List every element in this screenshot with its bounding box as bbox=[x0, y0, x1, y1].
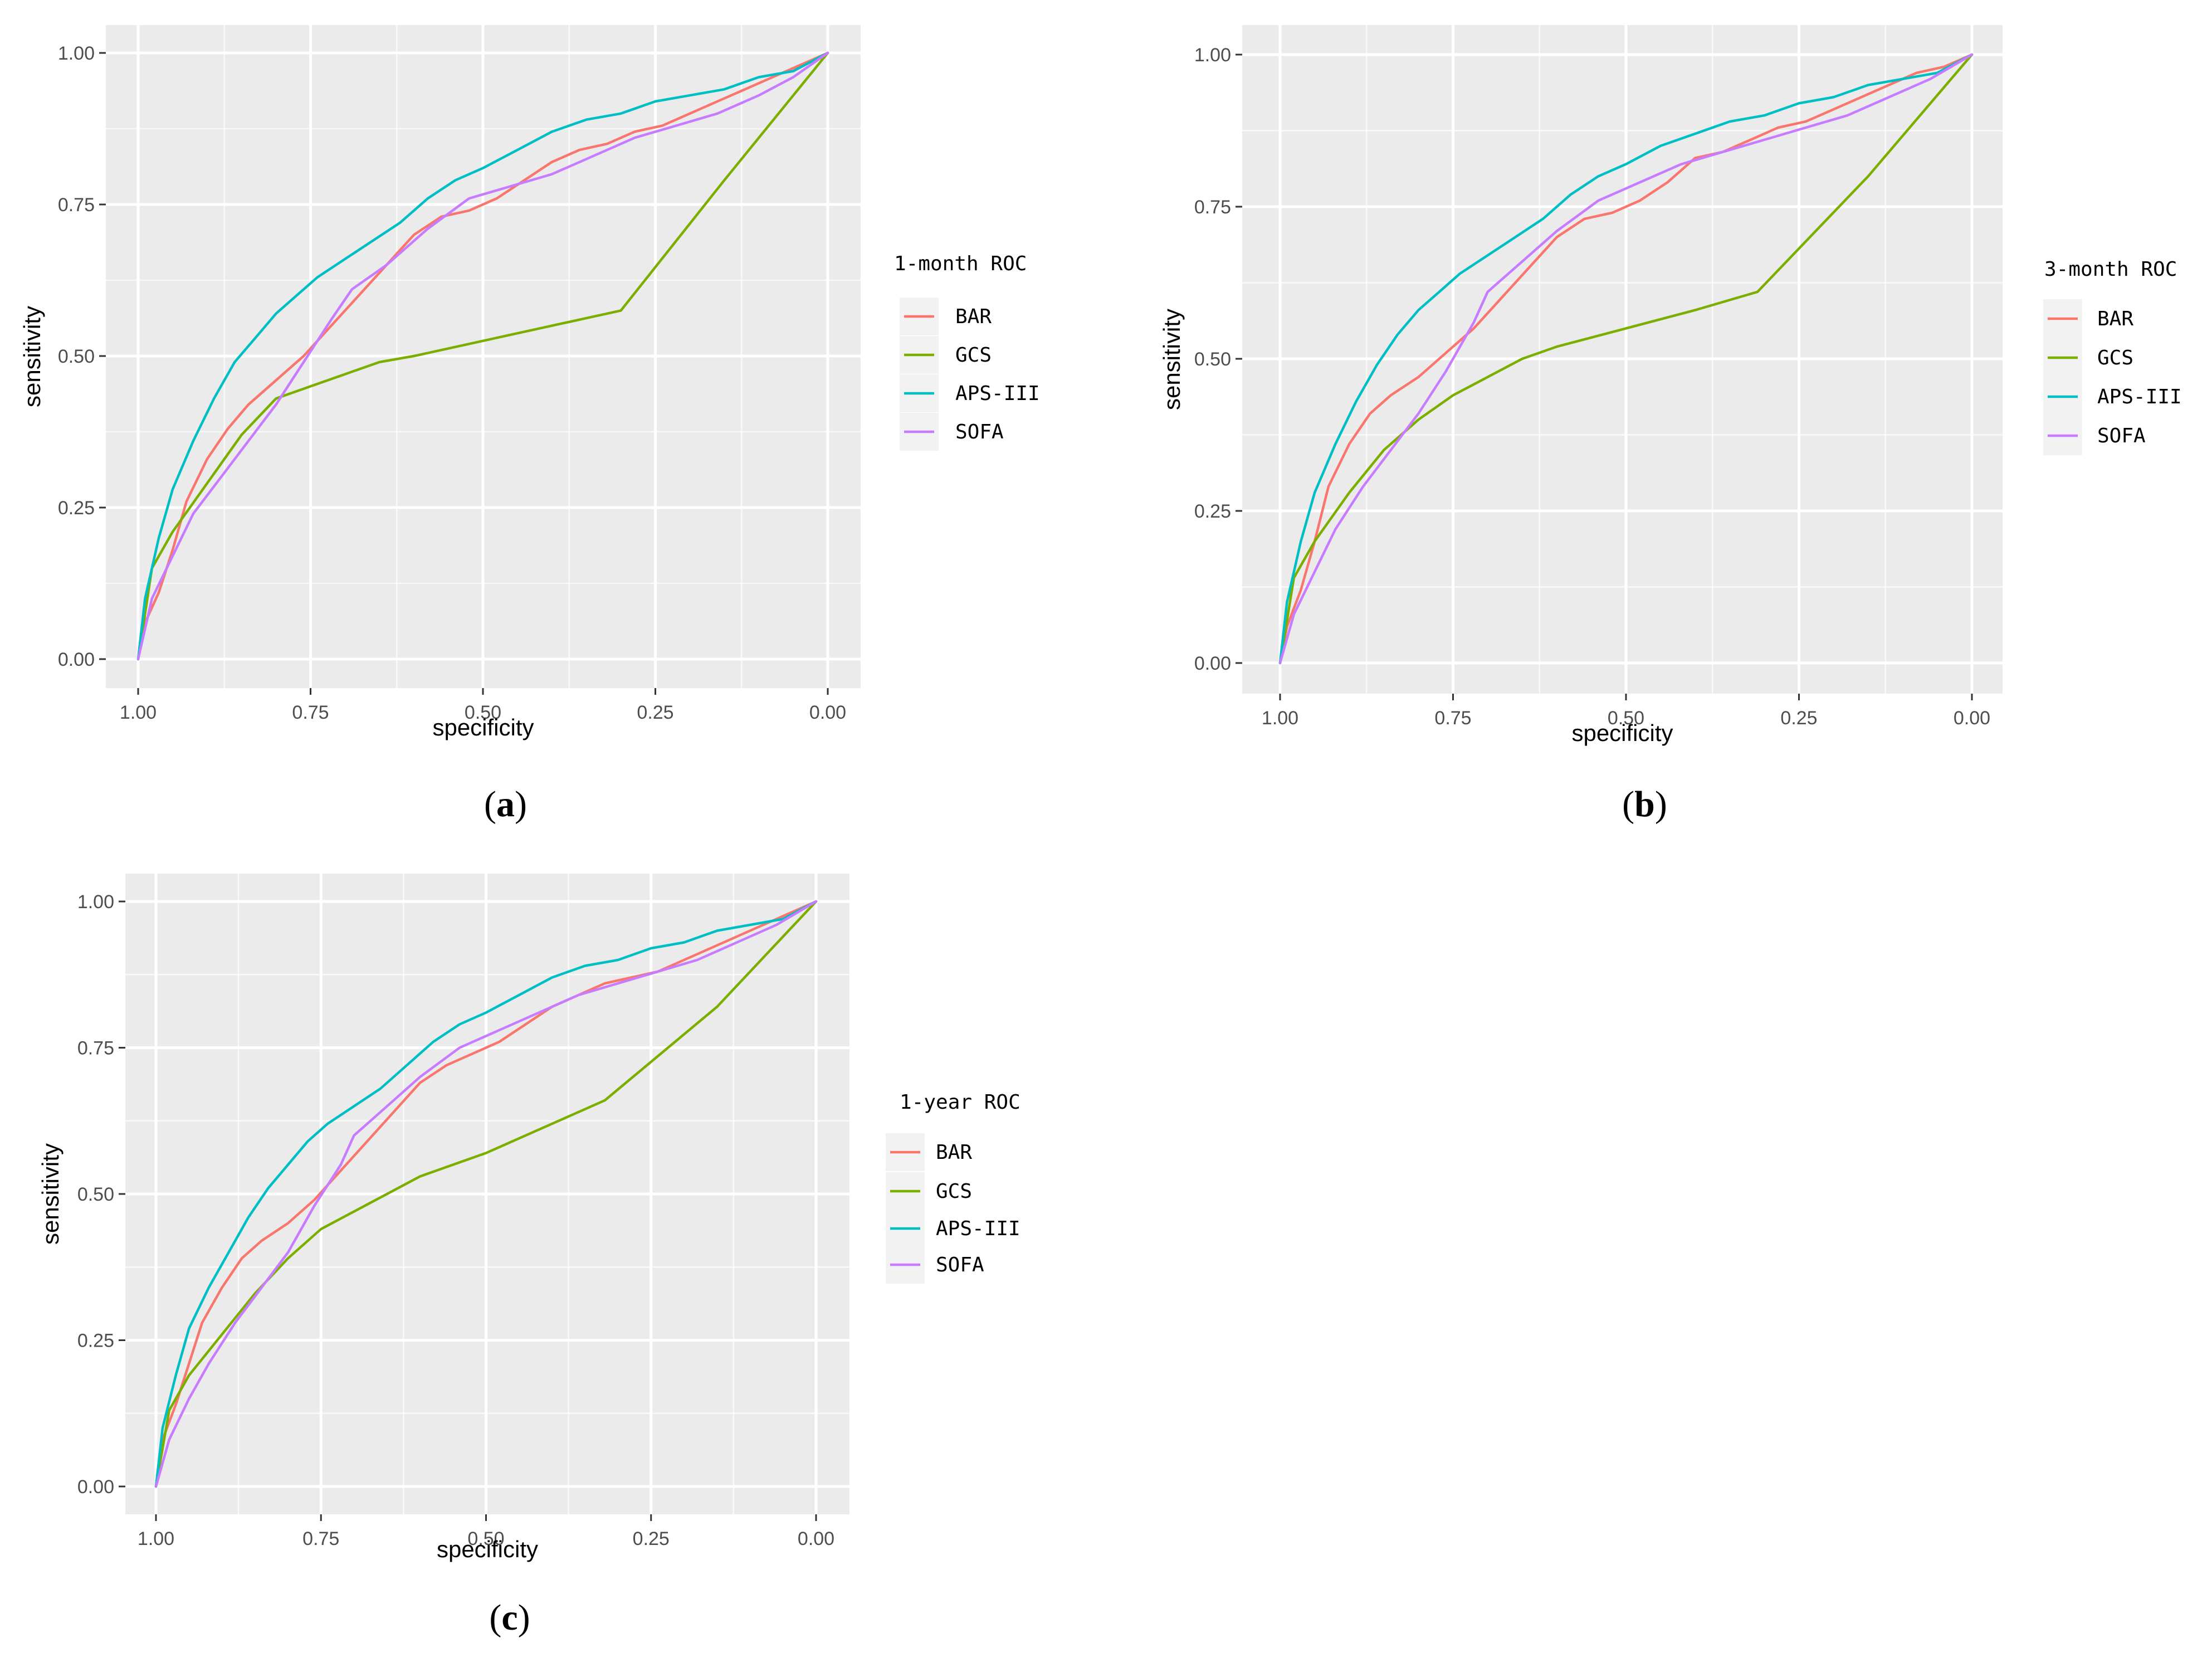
legend-label-sofa: SOFA bbox=[955, 421, 1004, 443]
x-tick-label: 0.75 bbox=[1434, 708, 1471, 729]
x-tick-label: 0.75 bbox=[292, 702, 329, 723]
legend-title: 1-year ROC bbox=[900, 1091, 1020, 1114]
x-tick-label: 0.00 bbox=[1954, 708, 1990, 729]
x-axis-title: specificity bbox=[1571, 720, 1673, 746]
legend-label-gcs: GCS bbox=[2097, 347, 2133, 369]
x-axis-title: specificity bbox=[437, 1536, 538, 1562]
x-tick-label: 0.50 bbox=[465, 702, 501, 723]
y-axis-title: sensitivity bbox=[1159, 309, 1185, 410]
x-tick-label: 1.00 bbox=[138, 1528, 174, 1549]
x-tick-label: 0.25 bbox=[633, 1528, 670, 1549]
chart-panel-c: 1.00 0.75 0.50 0.25 0.00 0.00 0.25 0.50 0.75 1.00… bbox=[37, 874, 1020, 1638]
x-tick-label: 0.75 bbox=[302, 1528, 339, 1549]
x-axis-title: specificity bbox=[432, 714, 534, 740]
legend-label-bar: BAR bbox=[955, 305, 992, 328]
x-tick-label: 1.00 bbox=[120, 702, 157, 723]
chart-panel-a: 1.00 0.75 0.50 0.25 0.00 0.00 0.25 0.50 0.75 1.00… bbox=[19, 25, 1040, 825]
y-tick-label: 0.00 bbox=[58, 649, 95, 670]
legend-label-gcs: GCS bbox=[936, 1180, 972, 1203]
series-line-bar bbox=[1278, 53, 1974, 665]
series-line-bar bbox=[154, 900, 818, 1488]
panel-label: (a) bbox=[484, 784, 527, 825]
legend-label-bar: BAR bbox=[936, 1141, 972, 1164]
y-tick-label: 0.50 bbox=[77, 1184, 114, 1205]
series-line-bar bbox=[136, 51, 829, 661]
legend-label-aps-iii: APS-III bbox=[936, 1217, 1020, 1240]
x-tick-label: 0.25 bbox=[637, 702, 673, 723]
series-line-gcs bbox=[136, 51, 829, 661]
series-line-sofa bbox=[1278, 53, 1974, 665]
y-tick-label: 0.00 bbox=[1194, 653, 1231, 674]
legend: 1-year ROC BAR GCS APS-III SOFA bbox=[886, 1091, 1020, 1284]
legend: 3-month ROC BAR GCS APS-III SOFA bbox=[2043, 258, 2182, 455]
legend-title: 3-month ROC bbox=[2044, 258, 2177, 281]
panel-label: (c) bbox=[489, 1597, 530, 1638]
x-tick-label: 1.00 bbox=[1262, 708, 1298, 729]
y-tick-label: 0.00 bbox=[77, 1476, 114, 1498]
legend-label-sofa: SOFA bbox=[936, 1254, 984, 1276]
y-tick-label: 0.75 bbox=[1194, 197, 1231, 218]
legend-label-gcs: GCS bbox=[955, 344, 992, 367]
y-tick-label: 0.25 bbox=[58, 498, 95, 519]
legend: 1-month ROC BAR GCS APS-III SOFA bbox=[894, 252, 1040, 451]
y-axis-title: sensitivity bbox=[37, 1143, 64, 1245]
series-line-gcs bbox=[154, 900, 818, 1488]
y-tick-label: 0.50 bbox=[58, 346, 95, 367]
y-tick-label: 0.25 bbox=[77, 1330, 114, 1352]
x-tick-label: 0.00 bbox=[809, 702, 846, 723]
legend-label-aps-iii: APS-III bbox=[955, 382, 1040, 405]
legend-title: 1-month ROC bbox=[894, 252, 1027, 275]
y-tick-label: 1.00 bbox=[77, 891, 114, 913]
y-tick-label: 1.00 bbox=[58, 43, 95, 64]
series-line-aps-iii bbox=[154, 900, 818, 1488]
y-tick-label: 0.75 bbox=[58, 194, 95, 216]
legend-label-sofa: SOFA bbox=[2097, 425, 2146, 447]
x-tick-label: 0.00 bbox=[798, 1528, 834, 1549]
series-line-aps-iii bbox=[136, 51, 829, 661]
chart-panel-b: 1.00 0.75 0.50 0.25 0.00 0.00 0.25 0.50 0.75 1.00… bbox=[1159, 25, 2182, 825]
panel-label: (b) bbox=[1622, 784, 1667, 825]
series-line-sofa bbox=[136, 51, 829, 661]
series-line-aps-iii bbox=[1278, 53, 1974, 665]
series-line-sofa bbox=[154, 900, 818, 1488]
y-tick-label: 0.75 bbox=[77, 1038, 114, 1059]
y-tick-label: 1.00 bbox=[1194, 45, 1231, 66]
y-axis-title: sensitivity bbox=[19, 306, 45, 407]
y-tick-label: 0.25 bbox=[1194, 501, 1231, 522]
y-tick-label: 0.50 bbox=[1194, 349, 1231, 370]
x-tick-label: 0.50 bbox=[467, 1528, 504, 1549]
x-tick-label: 0.50 bbox=[1608, 708, 1644, 729]
legend-label-aps-iii: APS-III bbox=[2097, 386, 2182, 408]
x-tick-label: 0.25 bbox=[1780, 708, 1817, 729]
legend-label-bar: BAR bbox=[2097, 308, 2133, 330]
series-line-gcs bbox=[1278, 53, 1974, 665]
